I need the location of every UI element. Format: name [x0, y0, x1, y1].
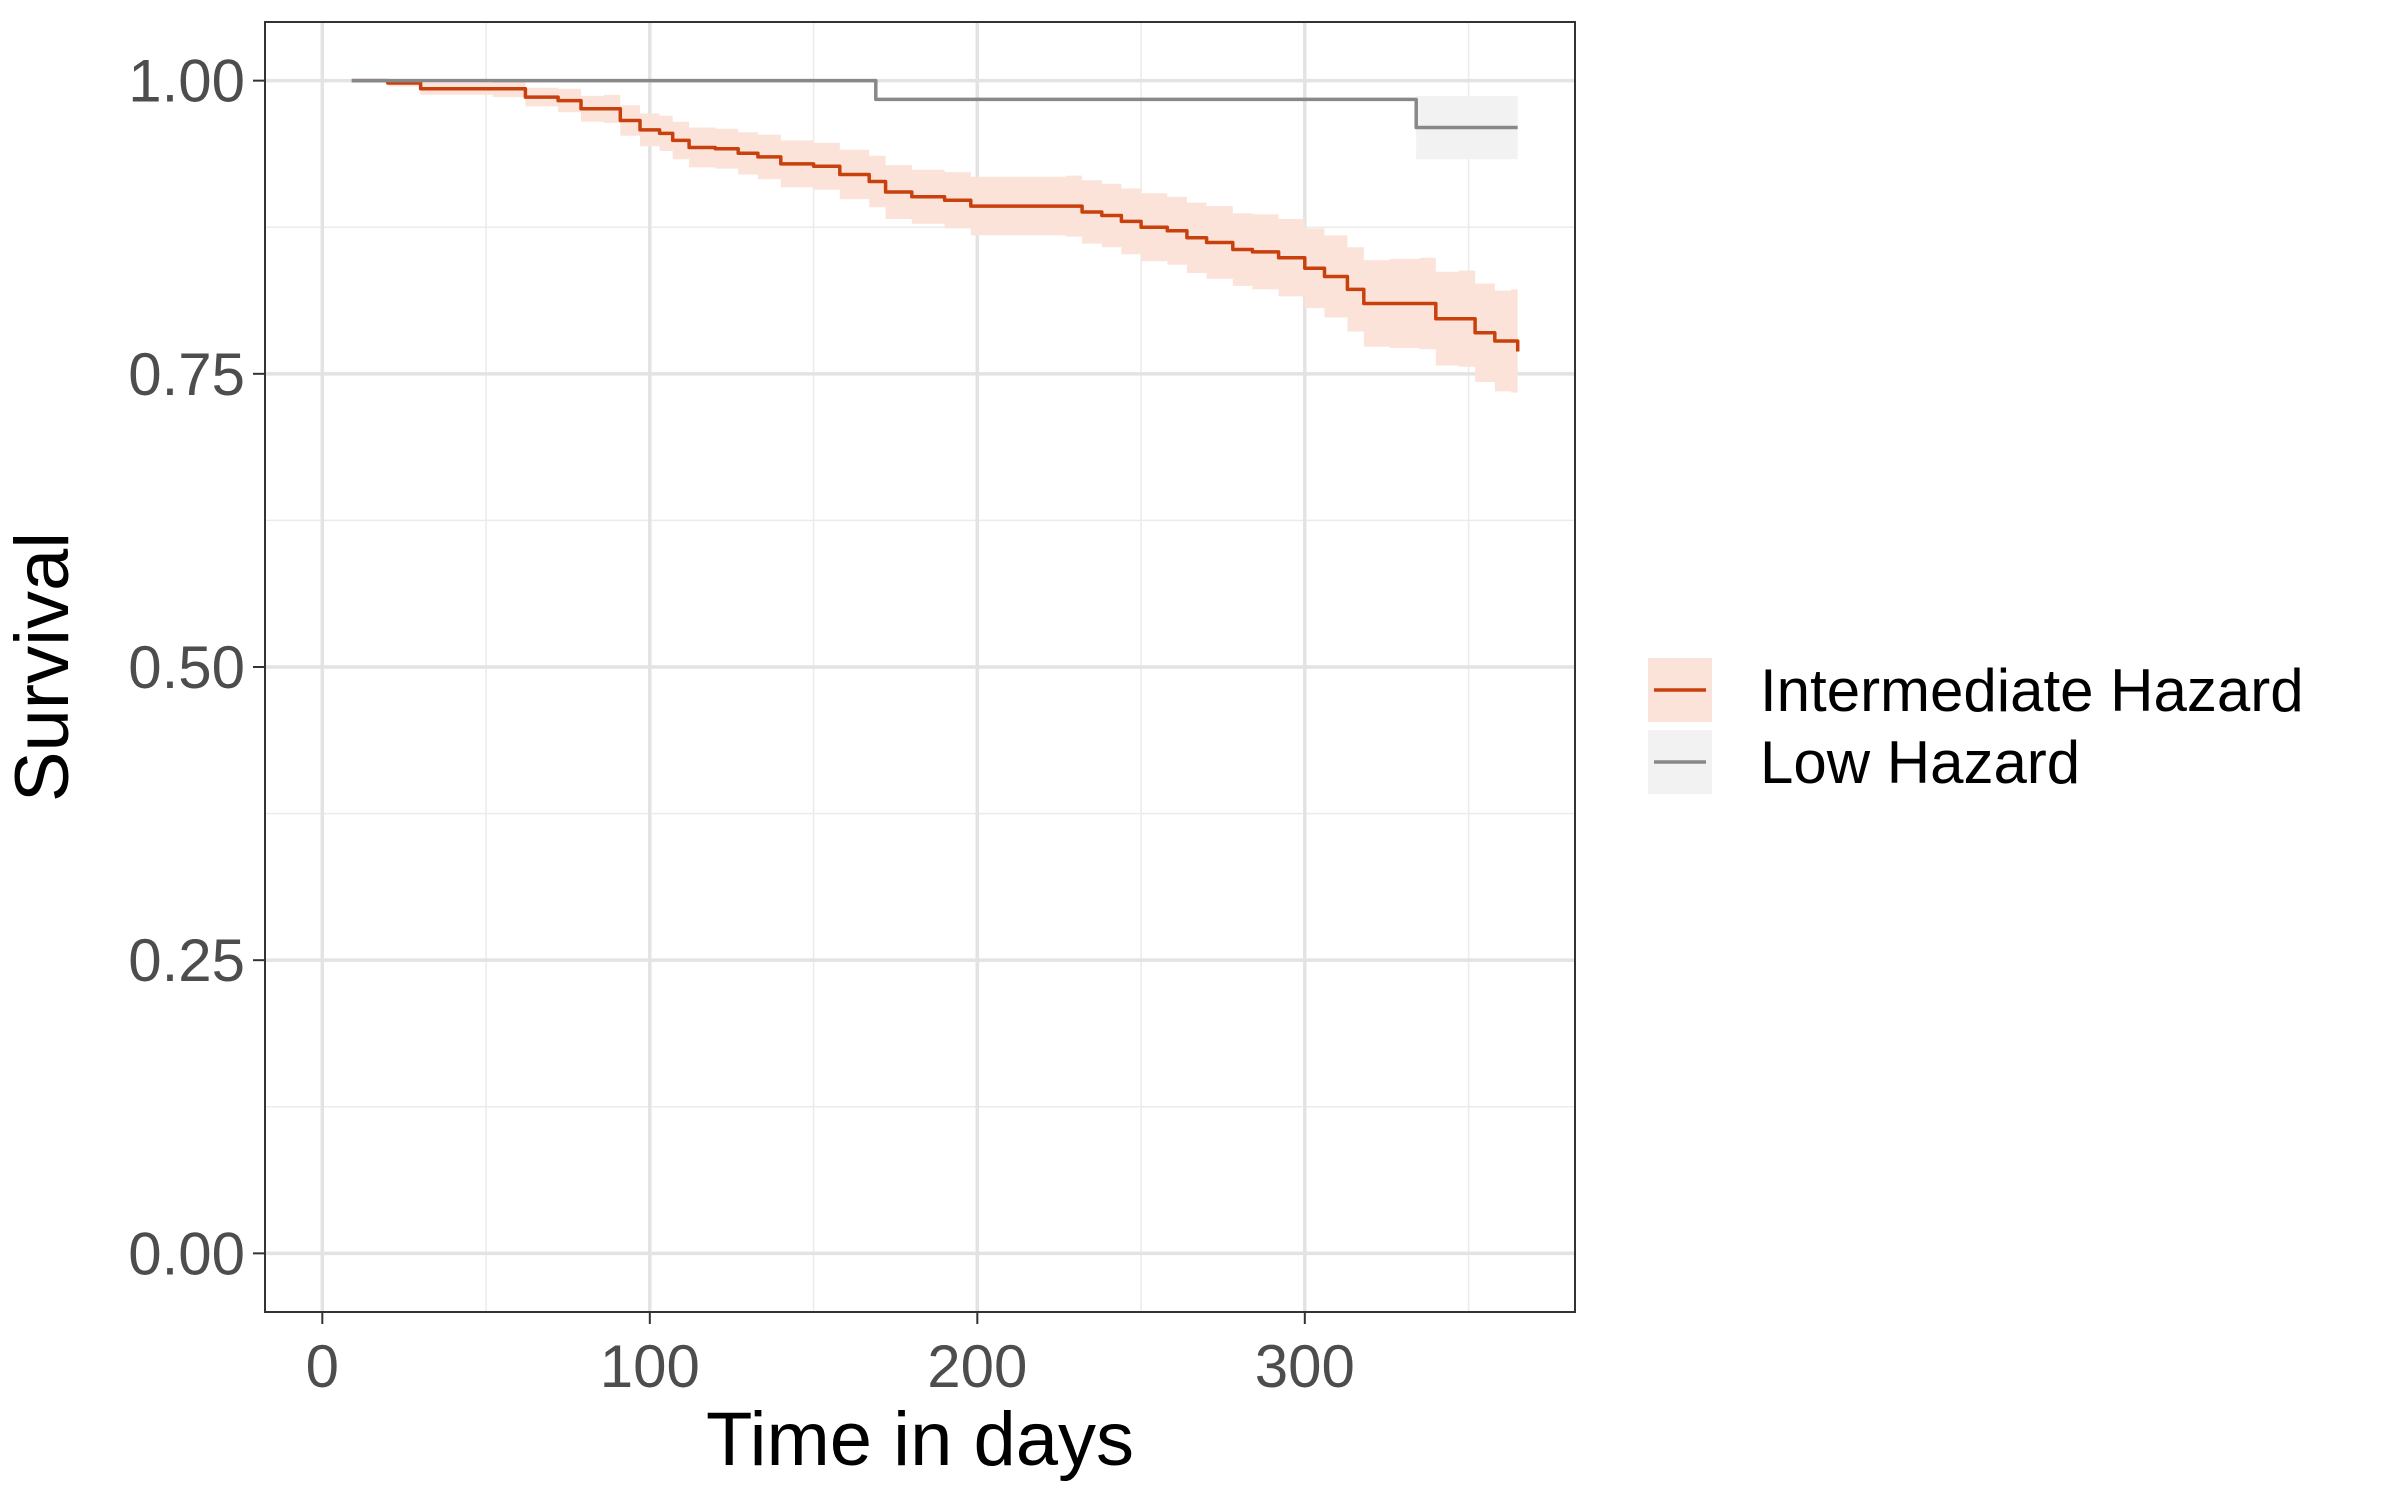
- y-tick-label: 0.75: [128, 341, 245, 408]
- y-tick-label: 1.00: [128, 48, 245, 115]
- x-tick-label: 300: [1255, 1333, 1355, 1400]
- survival-line-1: [351, 78, 1518, 130]
- y-tick-label: 0.00: [128, 1220, 245, 1287]
- x-tick-label: 100: [600, 1333, 700, 1400]
- survival-line-0: [351, 78, 1520, 352]
- legend-label-0: Intermediate Hazard: [1760, 657, 2304, 724]
- x-tick-label: 200: [927, 1333, 1027, 1400]
- confidence-bands: [351, 80, 1518, 405]
- confidence-band-0: [351, 80, 1518, 405]
- y-tick-label: 0.25: [128, 927, 245, 994]
- x-axis-title: Time in days: [706, 1397, 1134, 1482]
- y-axis-title: Survival: [0, 532, 85, 802]
- grid-layer: [265, 22, 1575, 1312]
- axis-ticks: 0.00 0.25 0.50 0.75 1.00 0 100 200 300: [128, 48, 1355, 1400]
- survival-lines: [351, 78, 1520, 352]
- x-tick-label: 0: [306, 1333, 339, 1400]
- y-tick-label: 0.50: [128, 634, 245, 701]
- legend-label-1: Low Hazard: [1760, 729, 2080, 796]
